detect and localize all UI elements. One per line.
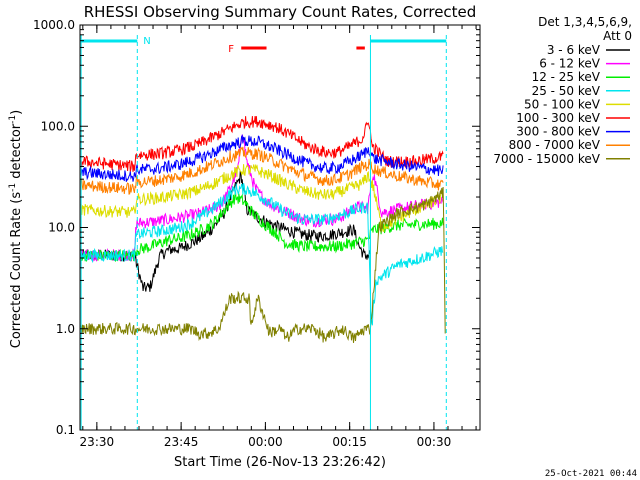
axis-layer: 0.1 1.0 10.0 100.0 1000.0 23:30 23:45 00:00 00:1… [33,18,481,449]
y-tick-label: 1000.0 [33,18,75,32]
x-tick-label: 23:45 [164,435,199,449]
x-tick-label: 00:30 [417,435,452,449]
series-line-s100_300 [80,116,444,172]
series-layer [80,116,446,343]
x-axis-label: Start Time (26-Nov-13 23:26:42) [174,455,386,470]
legend-label-s12_25: 12 - 25 keV [532,70,601,84]
series-line-s50_100 [80,164,444,233]
series-line-s7000_15000 [80,186,446,343]
series-line-s6_12 [80,134,444,262]
x-tick-label: 00:15 [332,435,367,449]
legend-label-s300_800: 300 - 800 keV [516,125,600,139]
y-tick-label: 10.0 [48,221,75,235]
legend-label-s7000_15000: 7000 - 15000 keV [493,152,600,166]
detector-info: Det 1,3,4,5,6,9, [538,15,632,29]
y-axis-label: Corrected Count Rate (s-1 detector-1) [8,110,24,348]
legend-label-s3_6: 3 - 6 keV [547,43,601,57]
legend-label-s50_100: 50 - 100 keV [524,97,601,111]
chart-title: RHESSI Observing Summary Count Rates, Co… [84,3,477,21]
y-tick-label: 100.0 [41,119,75,133]
legend-label-s800_7000: 800 - 7000 keV [509,138,601,152]
footer-timestamp: 25-Oct-2021 00:44 [545,469,637,479]
series-line-s25_50 [80,182,444,326]
saa-label: N [143,36,150,47]
y-tick-label: 1.0 [56,322,75,336]
series-line-s800_7000 [80,146,444,195]
legend-label-s100_300: 100 - 300 keV [516,111,600,125]
flare-label: F [228,44,234,55]
series-line-s300_800 [80,134,444,182]
attenuator-info: Att 0 [603,29,632,43]
y-tick-label: 0.1 [56,423,75,437]
x-tick-label: 00:00 [248,435,283,449]
x-tick-label: 23:30 [80,435,115,449]
legend-label-s6_12: 6 - 12 keV [539,57,601,71]
legend-label-s25_50: 25 - 50 keV [532,84,601,98]
